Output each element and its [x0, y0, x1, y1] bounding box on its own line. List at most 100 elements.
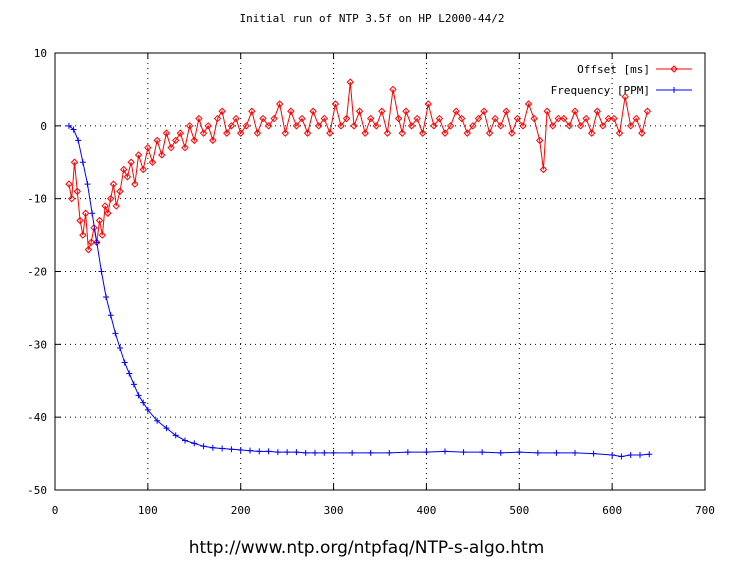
offset-point [643, 107, 652, 115]
offset-point [264, 122, 273, 130]
legend-marker-offset [670, 65, 678, 73]
x-tick-label: 600 [602, 504, 622, 517]
frequency-point [89, 210, 96, 217]
offset-point [554, 114, 562, 123]
offset-point [101, 202, 109, 210]
plot-frame [54, 52, 706, 491]
grid-lines [55, 53, 705, 490]
offset-point [530, 114, 538, 123]
frequency-point [200, 443, 207, 450]
offset-point [181, 143, 189, 152]
offset-point [209, 136, 217, 145]
offset-point [485, 129, 494, 137]
offset-point [248, 107, 256, 115]
offset-point [413, 114, 421, 123]
frequency-point [293, 449, 300, 456]
offset-point [127, 158, 135, 166]
offset-point [218, 107, 226, 115]
frequency-point [302, 449, 309, 456]
frequency-point [274, 449, 281, 456]
offset-point [474, 114, 483, 123]
offset-point [383, 129, 392, 137]
offset-point [543, 107, 551, 115]
offset-point [204, 122, 212, 130]
offset-point [303, 129, 312, 137]
offset-point [355, 107, 364, 115]
offset-point [615, 129, 624, 137]
offset-point [185, 122, 194, 130]
frequency-point [330, 449, 337, 456]
offset-point [162, 129, 171, 137]
offset-point [259, 114, 267, 123]
offset-point [604, 114, 613, 123]
offset-point [326, 129, 334, 137]
offset-point [519, 122, 527, 130]
offset-point [79, 231, 87, 239]
offset-point [458, 114, 466, 123]
offset-point [627, 122, 635, 130]
offset-point [638, 129, 646, 137]
frequency-point [646, 451, 653, 458]
x-tick-label: 400 [416, 504, 436, 517]
offset-point [565, 122, 574, 130]
offset-point [213, 114, 222, 123]
frequency-point [144, 406, 151, 413]
offset-point [491, 114, 499, 123]
frequency-point [479, 449, 486, 456]
offset-point [104, 209, 112, 217]
frequency-point [79, 159, 86, 166]
frequency-point [256, 448, 263, 455]
frequency-point [534, 449, 541, 456]
offset-point [632, 114, 640, 123]
offset-point [402, 107, 410, 115]
y-tick-label: -50 [27, 484, 47, 497]
offset-point [90, 224, 98, 232]
frequency-point [154, 417, 161, 424]
offset-point [378, 107, 386, 115]
frequency-point [572, 449, 578, 456]
offset-point [389, 85, 397, 94]
offset-point [435, 114, 444, 123]
offset-point [287, 107, 295, 115]
offset-point [469, 122, 477, 130]
offset-point [109, 180, 118, 188]
offset-point [172, 136, 180, 145]
frequency-point [84, 181, 91, 188]
offset-point [367, 114, 375, 123]
offset-point [560, 114, 568, 123]
frequency-point [107, 312, 114, 319]
x-tick-label: 100 [138, 504, 158, 517]
frequency-point [172, 432, 179, 439]
frequency-point [404, 449, 411, 456]
offset-point [98, 231, 107, 239]
offset-point [148, 158, 157, 166]
frequency-point [553, 449, 560, 456]
offset-point [350, 122, 358, 130]
frequency-point [349, 449, 356, 456]
y-tick-label: 10 [34, 47, 47, 60]
offset-point [549, 122, 557, 130]
y-tick-label: -30 [27, 338, 47, 351]
frequency-point [590, 450, 597, 457]
frequency-point [367, 449, 374, 456]
frequency-point [284, 449, 291, 456]
offset-point [424, 100, 432, 108]
frequency-point [130, 381, 137, 388]
offset-point [68, 194, 76, 203]
offset-point [331, 100, 340, 108]
x-tick-label: 500 [509, 504, 529, 517]
source-url-caption: http://www.ntp.org/ntpfaq/NTP-s-algo.htm [188, 538, 545, 558]
offset-point [394, 114, 403, 123]
offset-point [497, 122, 505, 130]
series-layer [65, 78, 653, 460]
offset-point [513, 114, 522, 123]
offset-point [292, 122, 301, 130]
offset-point [81, 209, 90, 217]
frequency-point [135, 392, 142, 399]
offset-point [195, 114, 203, 123]
offset-point [167, 143, 175, 152]
offset-point [116, 187, 124, 196]
offset-point [372, 122, 380, 130]
series-frequency [65, 122, 653, 460]
frequency-point [117, 344, 123, 351]
